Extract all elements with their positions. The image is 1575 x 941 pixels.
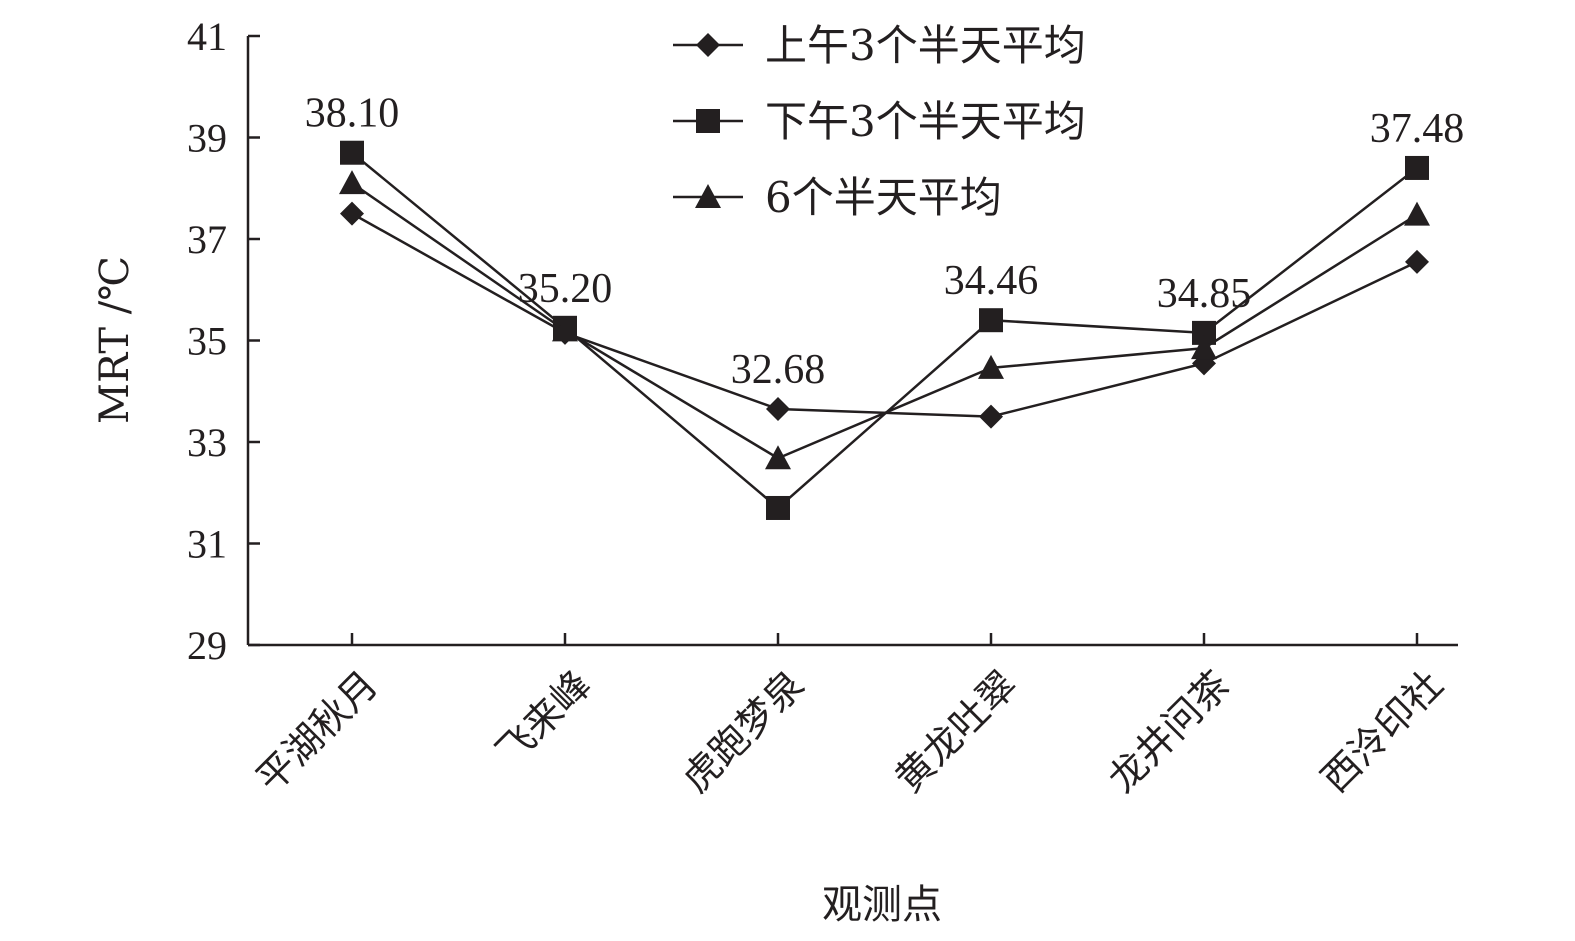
x-axis-ticks: 平湖秋月 飞来峰 虎跑梦泉 黄龙吐翠 龙井问茶 西泠印社 — [248, 633, 1452, 801]
data-label: 35.20 — [518, 266, 613, 312]
x-tick-label: 黄龙吐翠 — [887, 662, 1026, 801]
series-layer — [339, 140, 1430, 520]
data-point-diamond — [1405, 249, 1429, 274]
data-point-triangle — [1404, 201, 1430, 226]
legend-item: 6个半天平均 — [673, 173, 1002, 222]
data-label: 38.10 — [305, 91, 400, 137]
data-point-diamond — [766, 397, 790, 422]
legend-marker-diamond — [696, 33, 720, 57]
legend-label: 上午3个半天平均 — [765, 21, 1086, 70]
x-axis-title: 观测点 — [822, 882, 942, 928]
data-point-square — [1405, 155, 1429, 180]
data-label: 37.48 — [1370, 106, 1465, 152]
y-tick-label: 37 — [187, 217, 227, 262]
y-tick-label: 39 — [187, 116, 227, 161]
data-point-diamond — [979, 404, 1003, 429]
y-tick-label: 29 — [187, 623, 227, 668]
y-tick-label: 35 — [187, 319, 227, 364]
data-point-square — [340, 140, 364, 165]
legend-marker-square — [696, 109, 720, 133]
y-axis-ticks: 29 31 33 35 37 39 41 — [187, 14, 260, 668]
data-label: 34.46 — [944, 258, 1039, 304]
series-triangle — [339, 170, 1430, 470]
data-point-square — [979, 308, 1003, 333]
data-point-triangle — [1191, 335, 1217, 360]
data-point-triangle — [978, 354, 1004, 379]
y-tick-label: 33 — [187, 420, 227, 465]
series-line — [351, 182, 1418, 460]
legend-marker-triangle — [695, 184, 721, 208]
legend-item: 下午3个半天平均 — [673, 97, 1086, 146]
data-labels: 38.10 35.20 32.68 34.46 34.85 37.48 — [305, 91, 1465, 393]
data-point-triangle — [765, 445, 791, 470]
legend-item: 上午3个半天平均 — [673, 21, 1086, 70]
x-tick-label: 龙井问茶 — [1100, 662, 1239, 801]
data-point-triangle — [339, 170, 365, 195]
data-point-triangle — [552, 317, 578, 342]
y-tick-label: 31 — [187, 522, 227, 567]
y-tick-label: 41 — [187, 14, 227, 59]
data-label: 32.68 — [731, 347, 826, 393]
x-tick-label: 飞来峰 — [488, 662, 600, 774]
data-label: 34.85 — [1157, 271, 1252, 317]
series-diamond — [340, 201, 1429, 429]
data-point-diamond — [340, 201, 364, 226]
legend-label: 下午3个半天平均 — [765, 97, 1086, 146]
y-axis-title: MRT /℃ — [92, 256, 138, 424]
legend-label: 6个半天平均 — [765, 173, 1002, 222]
x-tick-label: 虎跑梦泉 — [674, 662, 813, 801]
x-tick-label: 平湖秋月 — [248, 662, 387, 801]
data-point-square — [766, 495, 790, 520]
x-tick-label: 西泠印社 — [1313, 662, 1452, 801]
